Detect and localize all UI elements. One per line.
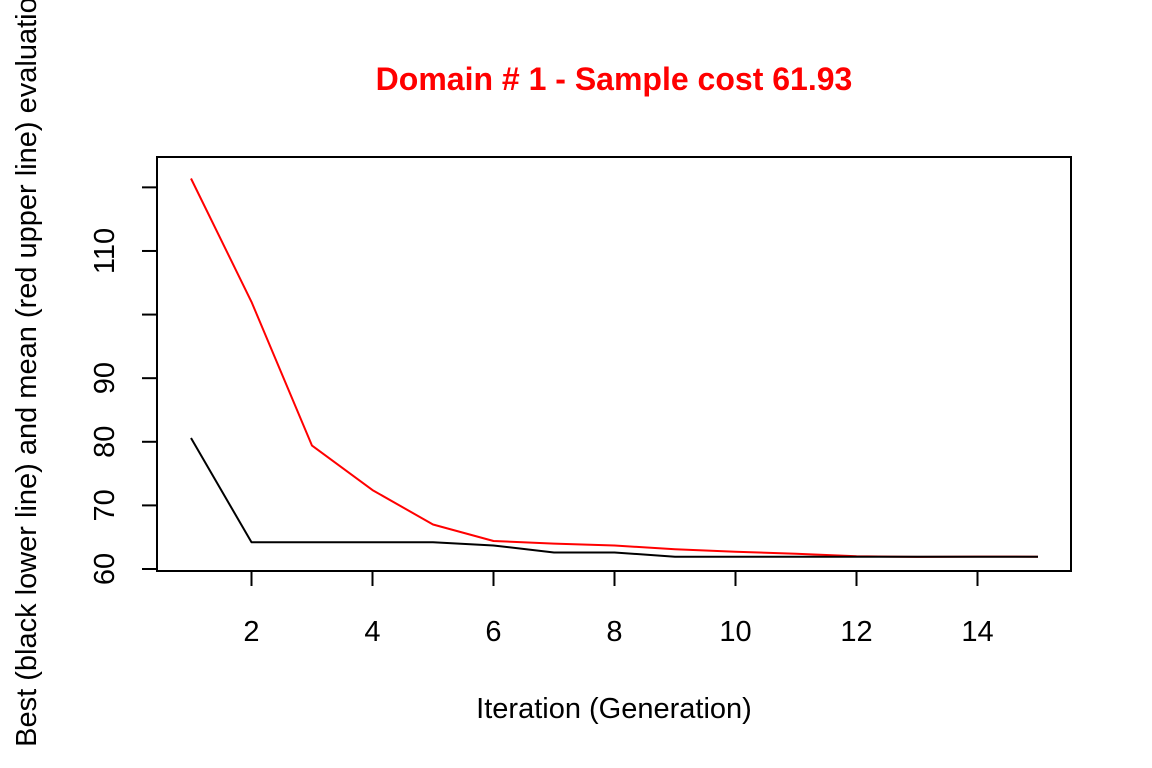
- x-tick-label: 6: [485, 616, 501, 648]
- y-tick-label: 70: [89, 489, 121, 521]
- x-tick-label: 14: [961, 616, 993, 648]
- x-tick-label: 4: [364, 616, 380, 648]
- y-axis-label: Best (black lower line) and mean (red up…: [11, 0, 43, 747]
- series-line-0: [190, 178, 1039, 558]
- x-tick-label: 10: [719, 616, 751, 648]
- y-tick-label: 60: [89, 553, 121, 585]
- x-axis: 2 4 6 8 10 12 14: [243, 570, 994, 648]
- y-tick-label: 80: [89, 426, 121, 458]
- series-line-1: [190, 437, 1038, 558]
- y-axis: 60 70 80 90 110: [89, 186, 158, 585]
- x-tick-label: 2: [243, 616, 259, 648]
- x-tick-label: 8: [606, 616, 622, 648]
- chart-title: Domain # 1 - Sample cost 61.93: [376, 61, 853, 97]
- x-axis-label: Iteration (Generation): [476, 693, 752, 725]
- y-tick-label: 90: [89, 362, 121, 394]
- plot-frame: [156, 156, 1072, 572]
- series-layer: [190, 178, 1039, 558]
- x-tick-label: 12: [840, 616, 872, 648]
- y-tick-label: 110: [89, 228, 121, 274]
